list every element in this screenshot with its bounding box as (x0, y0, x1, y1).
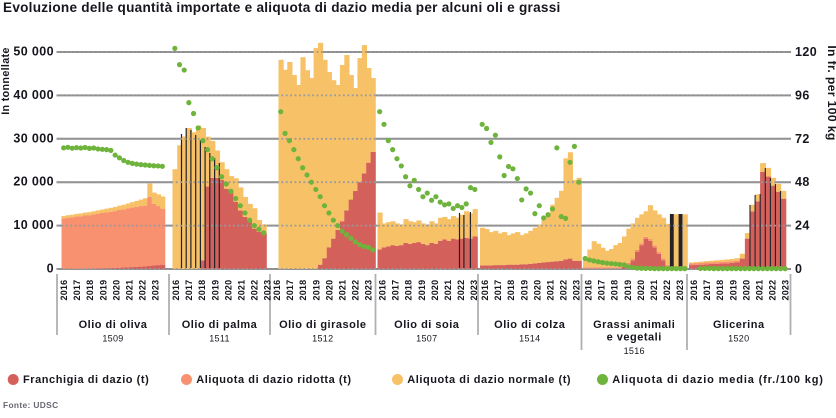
svg-text:2023: 2023 (675, 280, 685, 301)
svg-text:In fr. per 100 kg: In fr. per 100 kg (825, 45, 836, 140)
svg-text:2022: 2022 (559, 280, 569, 301)
svg-text:2023: 2023 (151, 280, 161, 301)
svg-text:120: 120 (795, 45, 817, 59)
svg-text:2021: 2021 (237, 280, 247, 301)
svg-text:40 000: 40 000 (13, 88, 54, 102)
svg-text:1516: 1516 (624, 346, 645, 356)
svg-text:2018: 2018 (610, 280, 620, 301)
svg-text:Aliquota di dazio normale (t): Aliquota di dazio normale (t) (407, 374, 571, 386)
svg-text:Aliquota di dazio ridotta (t): Aliquota di dazio ridotta (t) (196, 374, 351, 386)
svg-text:2018: 2018 (197, 280, 207, 301)
svg-text:2021: 2021 (649, 280, 659, 301)
svg-text:2016: 2016 (689, 280, 699, 301)
svg-text:Franchigia di dazio (t): Franchigia di dazio (t) (23, 374, 149, 386)
svg-text:48: 48 (795, 175, 810, 189)
svg-text:2022: 2022 (250, 280, 260, 301)
svg-text:50 000: 50 000 (13, 45, 54, 59)
svg-text:e vegetali: e vegetali (607, 332, 662, 344)
svg-text:2020: 2020 (324, 280, 334, 301)
svg-text:2019: 2019 (210, 280, 220, 301)
svg-text:2019: 2019 (728, 280, 738, 301)
svg-text:2018: 2018 (715, 280, 725, 301)
svg-text:0: 0 (47, 262, 54, 276)
svg-text:96: 96 (795, 88, 810, 102)
svg-text:2023: 2023 (572, 280, 582, 301)
svg-text:2019: 2019 (417, 280, 427, 301)
svg-text:2022: 2022 (768, 280, 778, 301)
svg-text:2023: 2023 (469, 280, 479, 301)
svg-text:Olio di oliva: Olio di oliva (79, 319, 148, 331)
svg-text:2018: 2018 (404, 280, 414, 301)
svg-text:2022: 2022 (351, 280, 361, 301)
svg-text:2019: 2019 (311, 280, 321, 301)
svg-text:2020: 2020 (430, 280, 440, 301)
svg-text:2019: 2019 (519, 280, 529, 301)
svg-text:2020: 2020 (532, 280, 542, 301)
svg-text:Olio di girasole: Olio di girasole (279, 319, 366, 331)
svg-text:Olio di palma: Olio di palma (182, 319, 258, 331)
svg-text:2018: 2018 (85, 280, 95, 301)
svg-text:2018: 2018 (506, 280, 516, 301)
svg-text:0: 0 (795, 262, 802, 276)
svg-text:2019: 2019 (623, 280, 633, 301)
svg-text:1512: 1512 (312, 334, 333, 344)
svg-text:72: 72 (795, 132, 810, 146)
svg-text:2020: 2020 (741, 280, 751, 301)
svg-text:2017: 2017 (184, 280, 194, 301)
svg-text:2020: 2020 (111, 280, 121, 301)
svg-text:2017: 2017 (597, 280, 607, 301)
svg-text:20 000: 20 000 (13, 175, 54, 189)
svg-text:2017: 2017 (702, 280, 712, 301)
svg-text:2016: 2016 (59, 280, 69, 301)
svg-text:2016: 2016 (272, 280, 282, 301)
svg-text:Evoluzione delle quantità impo: Evoluzione delle quantità importate e al… (3, 0, 561, 15)
svg-text:2017: 2017 (391, 280, 401, 301)
svg-text:2016: 2016 (171, 280, 181, 301)
svg-text:2021: 2021 (755, 280, 765, 301)
svg-text:2019: 2019 (98, 280, 108, 301)
svg-text:2016: 2016 (480, 280, 490, 301)
svg-text:10 000: 10 000 (13, 218, 54, 232)
svg-text:2021: 2021 (338, 280, 348, 301)
svg-text:Aliquota di dazio media (fr./1: Aliquota di dazio media (fr./100 kg) (612, 374, 824, 386)
svg-text:Glicerina: Glicerina (713, 319, 765, 331)
svg-text:1514: 1514 (519, 334, 540, 344)
svg-text:Fonte: UDSC: Fonte: UDSC (3, 400, 59, 410)
svg-text:In tonnellate: In tonnellate (0, 47, 12, 115)
svg-text:2020: 2020 (636, 280, 646, 301)
svg-text:2021: 2021 (546, 280, 556, 301)
svg-text:2017: 2017 (72, 280, 82, 301)
svg-text:2021: 2021 (125, 280, 135, 301)
svg-text:1509: 1509 (102, 334, 123, 344)
svg-text:2016: 2016 (584, 280, 594, 301)
svg-text:2020: 2020 (223, 280, 233, 301)
svg-text:Olio di soia: Olio di soia (394, 319, 460, 331)
svg-text:2021: 2021 (443, 280, 453, 301)
svg-text:2023: 2023 (781, 280, 791, 301)
svg-text:1511: 1511 (209, 334, 230, 344)
svg-text:2016: 2016 (378, 280, 388, 301)
svg-text:1507: 1507 (416, 334, 437, 344)
svg-text:2022: 2022 (662, 280, 672, 301)
svg-text:2017: 2017 (285, 280, 295, 301)
svg-text:Grassi animali: Grassi animali (593, 319, 675, 331)
svg-text:Olio di colza: Olio di colza (494, 319, 566, 331)
svg-text:2017: 2017 (493, 280, 503, 301)
svg-text:2018: 2018 (298, 280, 308, 301)
svg-text:2022: 2022 (138, 280, 148, 301)
svg-text:1520: 1520 (728, 334, 749, 344)
svg-text:30 000: 30 000 (13, 131, 54, 145)
svg-text:2023: 2023 (364, 280, 374, 301)
svg-text:24: 24 (795, 219, 810, 233)
svg-text:2022: 2022 (456, 280, 466, 301)
